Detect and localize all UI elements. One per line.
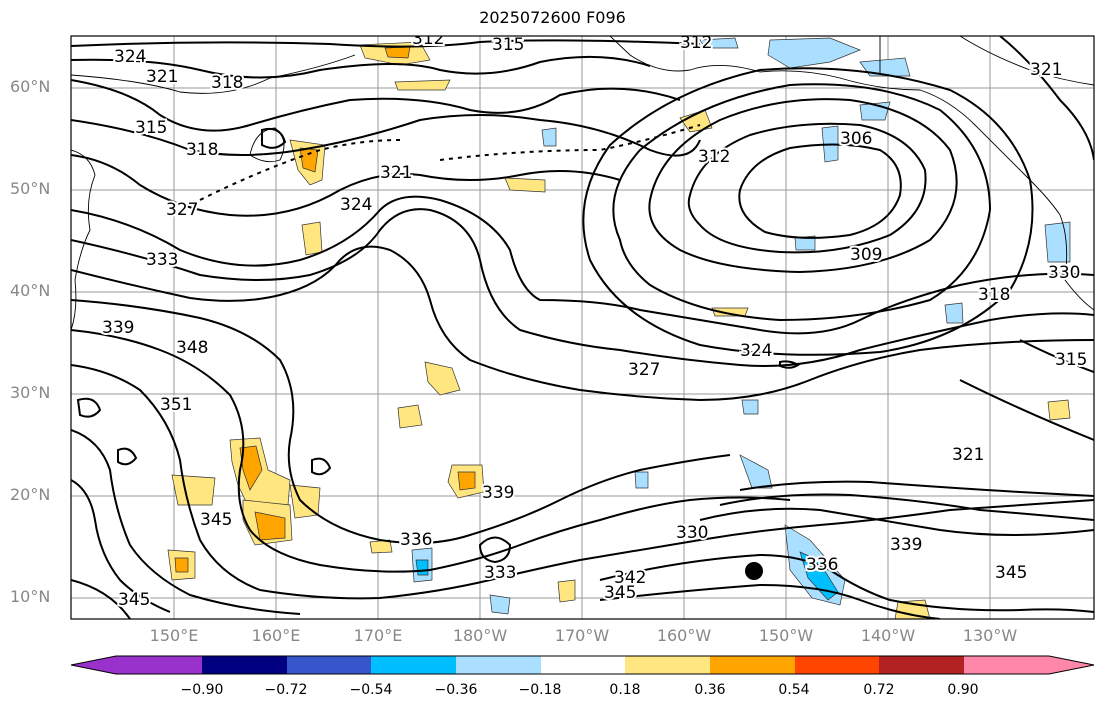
colorbar-label: 0.54 <box>778 682 810 698</box>
colorbar-label: 0.18 <box>609 682 641 698</box>
contour-label: 315 <box>1055 350 1087 370</box>
patch-cool <box>794 235 816 251</box>
contour-label: 318 <box>978 285 1010 305</box>
lon-label: 150°W <box>758 626 814 645</box>
contour-label: 324 <box>340 195 372 215</box>
lon-label: 160°W <box>656 626 712 645</box>
lat-label: 20°N <box>10 485 51 504</box>
patch-cool <box>415 559 429 576</box>
patch-cool <box>699 37 739 49</box>
contour-label: 315 <box>135 118 167 138</box>
contour-label: 321 <box>146 67 178 87</box>
lat-label: 60°N <box>10 77 51 96</box>
graticule <box>71 36 1094 619</box>
lon-label: 180°W <box>452 626 508 645</box>
contour-label: 348 <box>176 338 208 358</box>
contour-labels: 324 321 318 315 318 312 315 312 321 306 … <box>100 29 1089 612</box>
coastlines <box>71 36 1094 331</box>
patch-warm <box>171 474 216 506</box>
colorbar-label: 0.36 <box>694 682 726 698</box>
contour-label: 318 <box>211 73 243 93</box>
contour-label: 327 <box>628 360 660 380</box>
contour-label: 330 <box>1048 263 1080 283</box>
patch-warm <box>254 511 286 541</box>
isentropic-contours <box>71 36 1094 619</box>
contour-label: 321 <box>952 445 984 465</box>
lat-label: 30°N <box>10 383 51 402</box>
colorbar-label: −0.54 <box>349 682 393 698</box>
lat-label: 10°N <box>10 587 51 606</box>
patch-warm <box>557 579 576 603</box>
patch-warm <box>394 79 451 91</box>
aleutian-islands <box>199 124 701 201</box>
patch-warm <box>457 471 476 491</box>
patch-cool <box>741 399 759 415</box>
patch-cool <box>634 471 649 489</box>
patch-cool <box>1044 221 1071 263</box>
contour-label: 339 <box>102 318 134 338</box>
patch-warm <box>1047 399 1071 421</box>
contour-label: 336 <box>400 530 432 550</box>
patch-warm <box>397 404 423 429</box>
contour-label: 345 <box>118 590 150 610</box>
contour-label: 333 <box>146 250 178 270</box>
contour-label: 345 <box>995 563 1027 583</box>
patch-warm <box>384 46 411 59</box>
contour-label: 333 <box>484 563 516 583</box>
patch-warm <box>424 361 461 396</box>
contour-label: 318 <box>186 140 218 160</box>
shaded-anomalies <box>167 37 1071 619</box>
contour-label: 309 <box>850 245 882 265</box>
map-frame <box>70 35 1095 620</box>
colorbar-label: −0.36 <box>434 682 478 698</box>
patch-cool <box>767 37 861 69</box>
lon-label: 170°E <box>353 626 403 645</box>
contour-label: 336 <box>806 555 838 575</box>
contour-label: 342 <box>614 568 646 588</box>
colorbar-label: −0.72 <box>264 682 308 698</box>
contour-label: 339 <box>482 483 514 503</box>
storm-center-marker <box>745 562 763 580</box>
contour-label: 312 <box>698 147 730 167</box>
lat-label: 40°N <box>10 281 51 300</box>
contour-label: 312 <box>680 33 712 53</box>
patch-cool <box>541 127 557 147</box>
patch-warm <box>299 147 319 173</box>
contour-label: 321 <box>380 163 412 183</box>
lon-label: 130°W <box>962 626 1018 645</box>
lat-label: 50°N <box>10 179 51 198</box>
contour-label: 345 <box>604 583 636 603</box>
contour-label: 321 <box>1030 60 1062 80</box>
patch-cool <box>489 594 511 615</box>
patch-warm <box>301 221 323 256</box>
contour-label: 327 <box>166 200 198 220</box>
patch-cool <box>739 454 773 489</box>
contour-label: 324 <box>740 341 772 361</box>
patch-warm <box>174 557 189 573</box>
lon-label: 150°E <box>149 626 199 645</box>
patch-warm <box>504 177 546 193</box>
contour-label: 324 <box>114 47 146 67</box>
lon-label: 160°E <box>251 626 301 645</box>
colorbar-label: 0.90 <box>947 682 979 698</box>
lon-label: 140°W <box>860 626 916 645</box>
contour-label: 315 <box>492 35 524 55</box>
colorbar-label: −0.18 <box>518 682 562 698</box>
colorbar-label: −0.90 <box>180 682 224 698</box>
contour-label: 339 <box>890 535 922 555</box>
map-title: 2025072600 F096 <box>479 8 626 27</box>
patch-cool <box>859 57 911 77</box>
patch-cool <box>944 302 964 324</box>
contour-label: 345 <box>200 510 232 530</box>
patch-warm <box>239 445 263 491</box>
contour-label: 351 <box>160 395 192 415</box>
contour-label: 330 <box>676 523 708 543</box>
contour-label: 306 <box>840 129 872 149</box>
colorbar-label: 0.72 <box>863 682 895 698</box>
lon-label: 170°W <box>554 626 610 645</box>
contour-label: 312 <box>412 29 444 49</box>
patch-cool <box>799 551 839 601</box>
